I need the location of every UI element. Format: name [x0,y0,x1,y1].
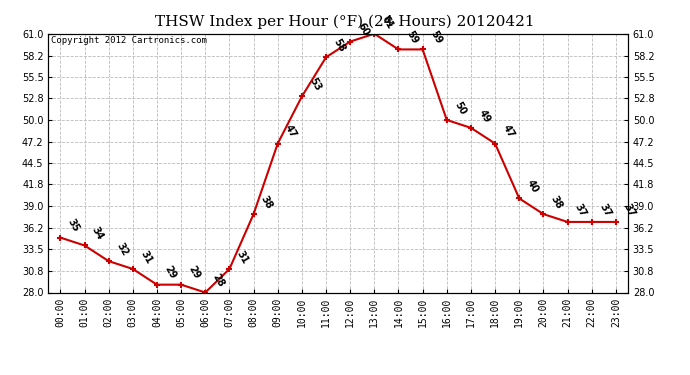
Text: 32: 32 [115,241,130,258]
Text: 37: 37 [573,202,589,218]
Text: 29: 29 [187,264,202,281]
Text: 35: 35 [66,217,81,234]
Text: 59: 59 [428,29,444,46]
Text: 47: 47 [501,123,516,140]
Text: 49: 49 [477,108,492,124]
Text: 34: 34 [90,225,106,242]
Text: 50: 50 [453,100,468,117]
Text: 53: 53 [308,76,323,93]
Text: 60: 60 [356,21,371,38]
Text: THSW Index per Hour (°F) (24 Hours) 20120421: THSW Index per Hour (°F) (24 Hours) 2012… [155,15,535,29]
Text: 37: 37 [598,202,613,218]
Text: 47: 47 [284,123,299,140]
Text: 58: 58 [332,37,347,54]
Text: 31: 31 [235,249,250,266]
Text: 40: 40 [525,178,540,195]
Text: 61: 61 [380,13,395,30]
Text: 38: 38 [549,194,564,210]
Text: 38: 38 [259,194,275,210]
Text: 29: 29 [163,264,178,281]
Text: Copyright 2012 Cartronics.com: Copyright 2012 Cartronics.com [51,36,207,45]
Text: 31: 31 [139,249,154,266]
Text: 37: 37 [622,202,637,218]
Text: 28: 28 [211,272,226,289]
Text: 59: 59 [404,29,420,46]
